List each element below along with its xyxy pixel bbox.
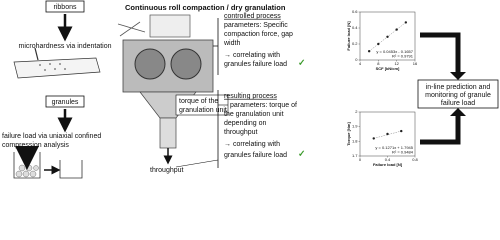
equation: R² = 0.9791 xyxy=(392,54,414,59)
throughput-label: throughput xyxy=(150,167,184,174)
roller xyxy=(134,48,166,80)
arrowhead xyxy=(450,72,466,80)
x-tick-label: 0 xyxy=(359,157,362,162)
bracket xyxy=(213,18,219,75)
ribbons-label: ribbons xyxy=(54,4,77,11)
outcome-line: failure load xyxy=(441,100,475,107)
data-point xyxy=(386,132,389,136)
torque-label: torque of the xyxy=(179,98,218,105)
controlled-line: compaction force, gap xyxy=(224,31,293,38)
roller xyxy=(170,48,202,80)
outcome-line: in-line prediction and xyxy=(426,84,491,91)
y-tick-label: 1.7 xyxy=(352,153,358,158)
controlled-heading: controlled process xyxy=(224,13,281,20)
controlled-line: → correlating with xyxy=(224,52,280,59)
die-icon xyxy=(13,152,41,179)
method-label: microhardness via indentation xyxy=(19,43,112,50)
arrowhead xyxy=(450,108,466,116)
resulting-line: parameters: torque of xyxy=(230,102,297,109)
x-tick-label: 0.4 xyxy=(385,157,391,162)
outcome-line: monitoring of granule xyxy=(425,92,491,99)
feeder-screw xyxy=(117,21,146,37)
y-tick-label: 2 xyxy=(355,109,358,114)
x-axis-label: Failure load [N] xyxy=(373,162,403,167)
outcome-box xyxy=(417,79,499,109)
beaker-icon xyxy=(59,160,83,179)
ribbon-icon xyxy=(13,57,101,79)
data-point xyxy=(377,42,380,46)
y-axis-label: Torque [Nm] xyxy=(346,122,351,146)
method-label: compression analysis xyxy=(2,142,69,149)
y-axis-label: Failure load [N] xyxy=(346,21,351,51)
torque-label: granulation unit xyxy=(179,107,227,114)
hopper xyxy=(149,14,191,38)
check-mark: ✓ xyxy=(298,57,306,67)
outlet xyxy=(159,117,177,149)
method-label: failure load via uniaxial confined xyxy=(2,133,101,140)
data-point xyxy=(372,137,375,140)
resulting-line: → correlating with xyxy=(224,141,280,148)
page: ribbons microhardness via indentation gr… xyxy=(2,0,499,179)
y-tick-label: 1.8 xyxy=(352,138,358,143)
granules-icon xyxy=(15,164,39,178)
x-tick-label: 12 xyxy=(394,61,399,66)
indenter xyxy=(34,47,39,61)
data-point xyxy=(386,35,389,38)
big-arrow xyxy=(420,32,461,72)
y-tick-label: 0.6 xyxy=(352,9,358,14)
equation: R² = 0.9484 xyxy=(392,150,414,155)
y-tick-label: 0 xyxy=(355,57,358,62)
check-mark: ✓ xyxy=(298,148,306,158)
data-point xyxy=(404,21,408,24)
y-tick-label: 0.4 xyxy=(352,25,358,30)
resulting-heading: resulting process xyxy=(224,93,277,100)
big-arrow xyxy=(420,116,461,145)
x-tick-label: 4 xyxy=(359,61,362,66)
ribbons-box xyxy=(45,0,85,13)
data-point xyxy=(395,28,398,31)
controlled-line: parameters: Specific xyxy=(224,22,288,29)
resulting-line: granules failure load xyxy=(224,152,287,159)
resulting-line: throughput xyxy=(224,129,258,136)
title: Continuous roll compaction / dry granula… xyxy=(125,3,286,12)
connector xyxy=(175,159,219,168)
data-point xyxy=(400,129,403,133)
x-tick-label: 16 xyxy=(413,61,418,66)
resulting-line: the granulation unit xyxy=(224,111,284,118)
trend-line xyxy=(373,130,402,139)
indents xyxy=(39,63,66,71)
resulting-line: depending on xyxy=(224,120,267,127)
granules-box xyxy=(45,95,85,108)
data-point xyxy=(367,50,371,53)
y-tick-label: 0.2 xyxy=(352,41,358,46)
y-tick-label: 1.9 xyxy=(352,124,358,129)
granules-label: granules xyxy=(52,99,79,106)
controlled-line: width xyxy=(223,40,240,47)
x-tick-label: 8 xyxy=(377,61,380,66)
equation: y = 0.1271x + 1.7945 xyxy=(375,145,413,150)
x-tick-label: 0.8 xyxy=(412,157,418,162)
equation: y = 0.0453x - 0.1657 xyxy=(376,49,413,54)
x-axis-label: SCF [kN/cm] xyxy=(376,66,400,71)
graphical-abstract: ribbons microhardness via indentation gr… xyxy=(2,0,499,179)
controlled-line: granules failure load xyxy=(224,61,287,68)
